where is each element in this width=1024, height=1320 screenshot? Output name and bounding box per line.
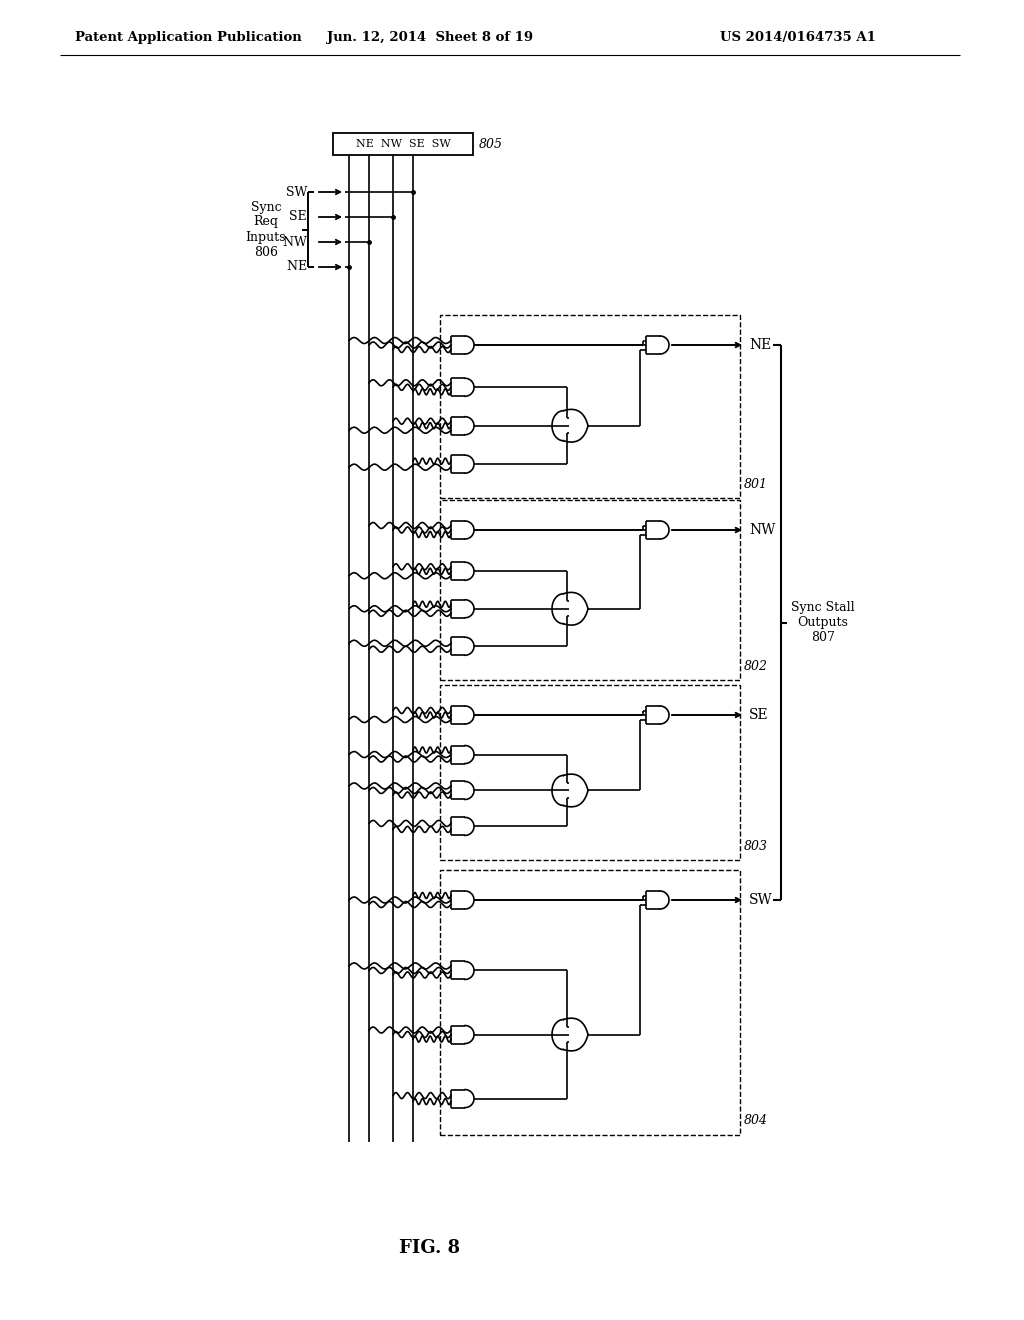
Text: NE: NE — [287, 260, 311, 273]
Text: NW: NW — [749, 523, 775, 537]
Text: NE  NW  SE  SW: NE NW SE SW — [355, 139, 451, 149]
Text: FIG. 8: FIG. 8 — [399, 1239, 461, 1257]
Bar — [440, 500, 740, 680]
Text: 805: 805 — [479, 137, 503, 150]
Text: 802: 802 — [744, 660, 768, 672]
Text: Patent Application Publication: Patent Application Publication — [75, 30, 302, 44]
Text: SW: SW — [286, 186, 311, 198]
Text: US 2014/0164735 A1: US 2014/0164735 A1 — [720, 30, 876, 44]
Text: 801: 801 — [744, 478, 768, 491]
Text: SW: SW — [749, 894, 773, 907]
Text: 804: 804 — [744, 1114, 768, 1127]
Text: Jun. 12, 2014  Sheet 8 of 19: Jun. 12, 2014 Sheet 8 of 19 — [327, 30, 534, 44]
Text: Sync Stall
Outputs
807: Sync Stall Outputs 807 — [791, 601, 855, 644]
Text: 803: 803 — [744, 840, 768, 853]
Text: NE: NE — [749, 338, 771, 352]
Text: SE: SE — [749, 708, 769, 722]
Bar — [333, 133, 473, 154]
Bar — [440, 685, 740, 861]
Text: NW: NW — [283, 235, 311, 248]
Bar — [440, 315, 740, 498]
Text: Sync
Req
Inputs
806: Sync Req Inputs 806 — [246, 201, 287, 259]
Bar — [440, 870, 740, 1135]
Text: SE: SE — [290, 210, 311, 223]
